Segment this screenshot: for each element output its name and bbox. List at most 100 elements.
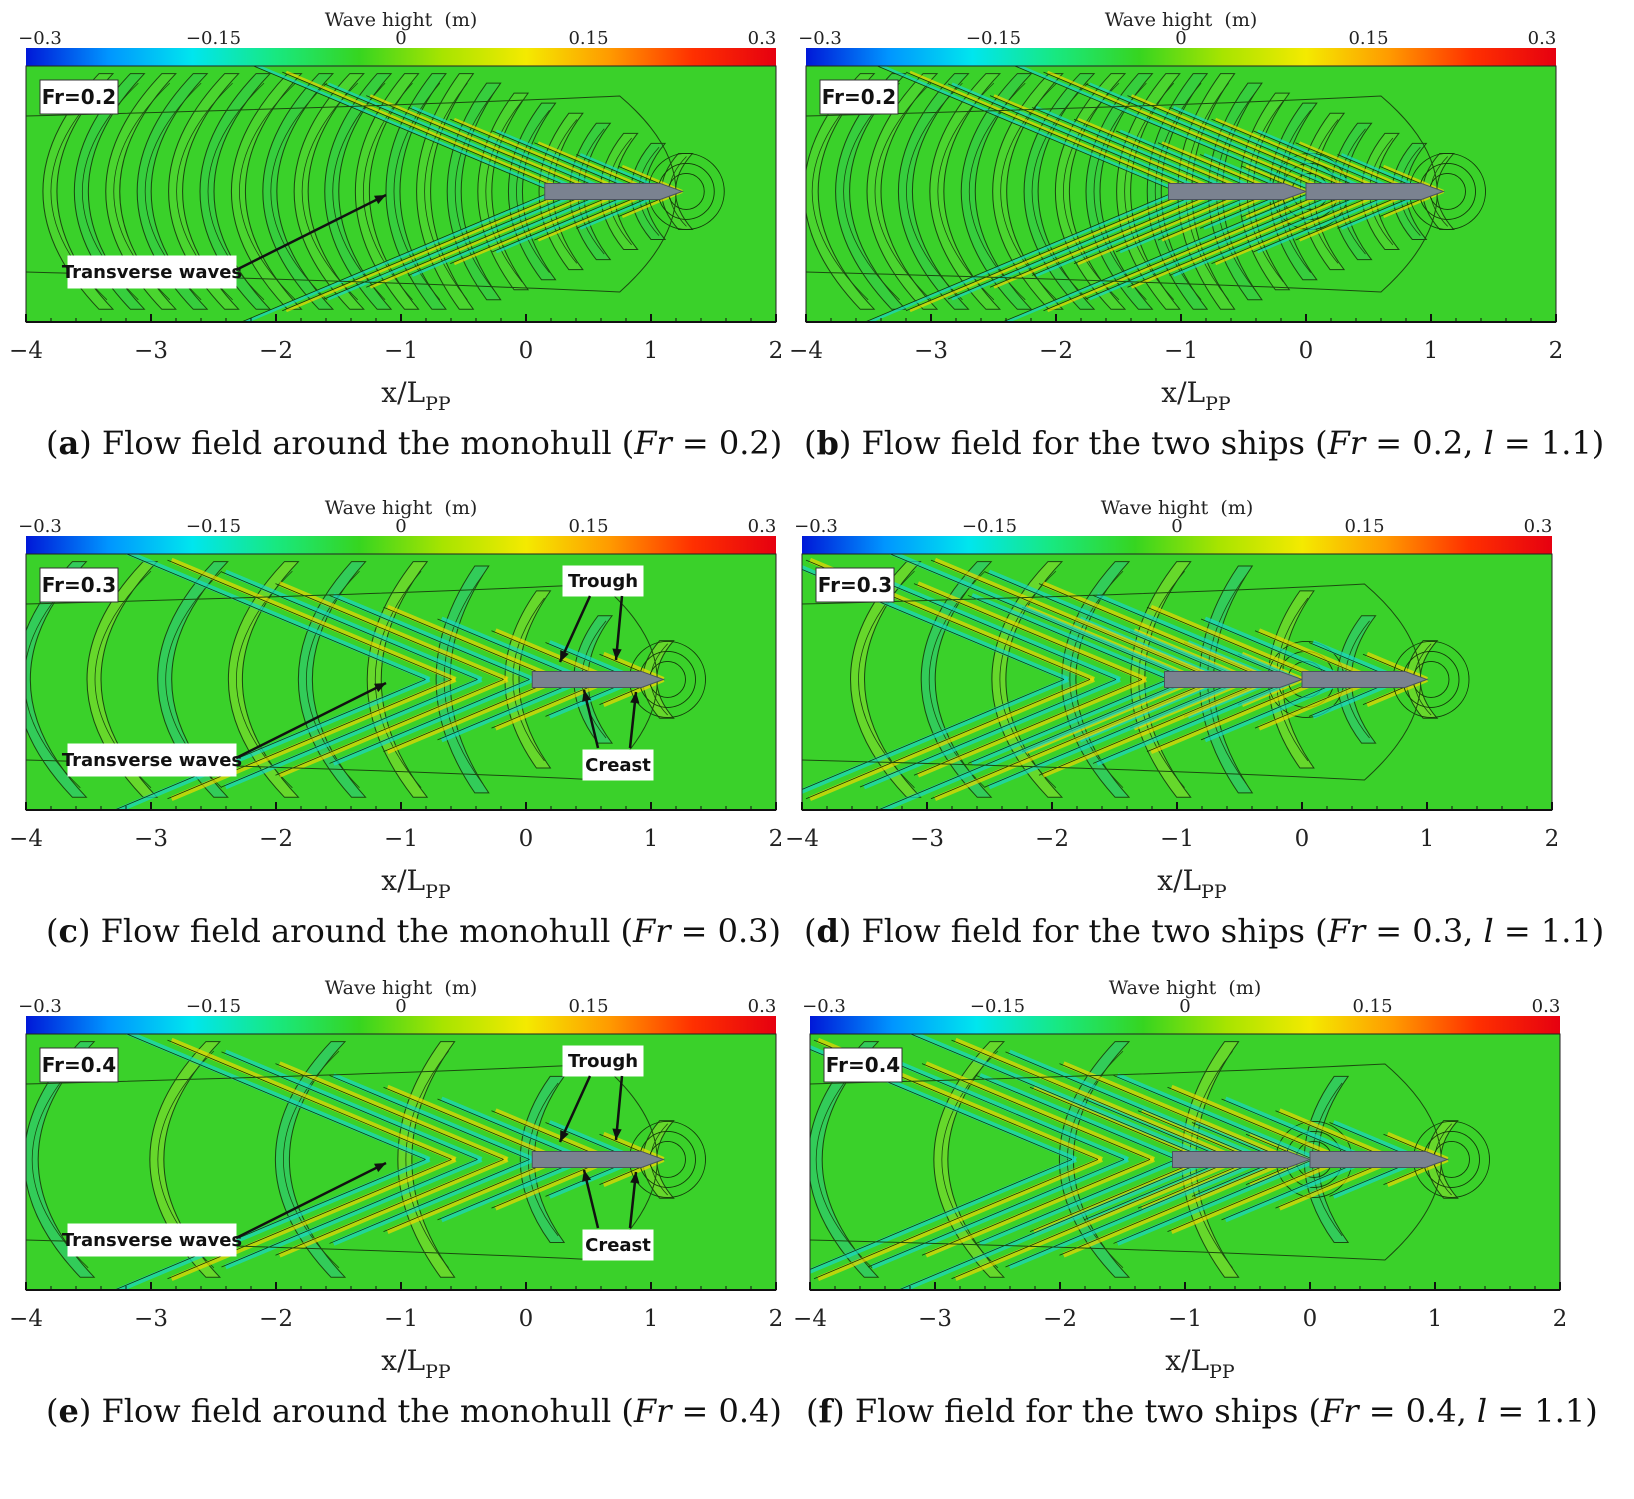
fr-label: Fr=0.2 [822,85,896,109]
divergent-wave-upper [224,1049,483,1162]
divergent-contour-line [329,1075,530,1244]
x-axis-tick-label: −3 [914,338,948,364]
divergent-wave-upper [411,106,613,193]
divergent-wave-upper [909,70,1195,193]
divergent-wave-lower [1382,190,1445,219]
wave-crest-arc [168,73,240,310]
divergent-wave-lower [1077,190,1251,266]
divergent-contour-line [383,1086,556,1233]
divergent-wave-upper [1214,117,1389,193]
colorbar-tick-label: −0.3 [18,28,62,49]
divergent-wave-lower [951,190,1209,301]
divergent-wave-lower [369,190,599,289]
wave-crest-arc [230,73,303,310]
divergent-wave-lower [170,1157,457,1282]
wave-contour-line [301,82,358,301]
wave-contour-line [512,597,545,762]
colorbar-tick-label: 0.15 [1348,28,1388,49]
panel-b: Wave hight (m) −0.3 −0.15 0 0.15 0.3 −4 −3 −2 −1 0… [780,0,1580,490]
colorbar-tick-label: 0 [1179,996,1190,1017]
divergent-wave-upper [602,651,665,682]
x-axis-tick-label: 2 [769,1306,784,1332]
wave-crest-arc [42,73,115,310]
divergent-wave-lower [993,190,1223,289]
annotation-arrowhead [374,683,386,693]
divergent-wave-upper [278,1061,509,1162]
caption-letter: a [58,424,80,462]
divergent-wave-lower [988,677,1246,790]
divergent-contour-line [1001,66,1314,322]
fr-label-box [819,79,899,115]
colorbar-tick-label: 0.15 [568,996,608,1017]
x-axis-tick-label: −2 [1035,826,1069,852]
x-axis-tick-label: −1 [384,1306,418,1332]
annotation-arrowhead [374,1163,386,1173]
x-axis-tick-label: 1 [1428,1306,1443,1332]
divergent-contour-line [930,559,1216,800]
divergent-contour-line [1031,107,1233,276]
fr-label-box [823,1047,903,1083]
divergent-wave-lower [1087,1157,1233,1223]
divergent-wave-lower [116,677,431,810]
wave-contour-line [1138,570,1185,789]
wave-crest-arc [199,73,272,310]
divergent-contour-line [437,618,582,741]
divergent-contour-line [1169,107,1370,276]
colorbar [26,48,776,66]
divergent-wave-upper [170,1037,457,1162]
wave-crest-arc [806,73,876,310]
divergent-wave-lower [1386,1157,1449,1187]
divergent-contour-line [1221,1098,1366,1221]
divergent-contour-line [1073,118,1247,265]
wave-crest-arc [86,561,159,798]
divergent-contour-line [951,1039,1236,1280]
wave-crest-arc [262,73,335,310]
colorbar-tick-label: −0.3 [18,996,62,1017]
wave-contour-line [207,82,265,301]
x-axis-tick-label: −4 [789,338,823,364]
divergent-wave-upper [124,554,431,682]
ship-hull [1168,182,1308,200]
divergent-wave-lower [817,1157,1103,1282]
divergent-wave-upper [802,565,1069,682]
x-axis-tick-label: −2 [1039,338,1073,364]
chart-svg-f: Wave hight (m) −0.3 −0.15 0 0.15 0.3 −4 −3 −2 −1 0… [793,977,1567,1383]
colorbar [26,536,776,554]
x-axis-tick-label: −3 [134,338,168,364]
annotation-box [67,743,237,777]
divergent-wave-upper [1249,1131,1311,1162]
divergent-wave-upper [621,164,683,193]
wave-crest-arc [929,73,1002,310]
wave-crest-arc [1426,1120,1459,1199]
divergent-contour-line [1167,1086,1340,1233]
divergent-contour-line [967,595,1169,764]
divergent-wave-lower [411,190,613,277]
fr-label: Fr=0.3 [42,573,116,597]
colorbar-tick-label: 0.15 [1344,516,1384,537]
divergent-contour-line [275,1063,504,1256]
divergent-wave-upper [1014,66,1319,193]
divergent-contour-line [877,554,1190,810]
caption-b: (b) Flow field for the two ships (Fr = 0… [804,424,1605,462]
divergent-wave-lower [1035,190,1237,277]
divergent-wave-lower [802,677,1069,794]
caption-a: (a) Flow field around the monohull (Fr =… [46,424,783,462]
divergent-wave-upper [440,616,587,682]
divergent-wave-lower [332,1157,535,1246]
fr-label: Fr=0.4 [42,1053,116,1077]
divergent-wave-upper [1088,82,1347,193]
annotation-arrowhead [560,1130,569,1142]
annotation-box [67,1223,237,1257]
divergent-contour-line [947,83,1205,300]
wave-contours [26,554,706,810]
wave-contour-line [1063,82,1120,301]
divergent-wave-upper [1096,593,1298,682]
wave-contour-line [443,574,484,785]
caption-letter: b [816,424,839,462]
wave-crest-arc [992,73,1064,310]
wave-contour-line [405,1050,449,1269]
caption-letter: c [58,912,78,950]
divergent-wave-upper [1172,106,1375,193]
divergent-contour-line [810,1048,1073,1270]
x-axis-tick-label: 2 [769,826,784,852]
